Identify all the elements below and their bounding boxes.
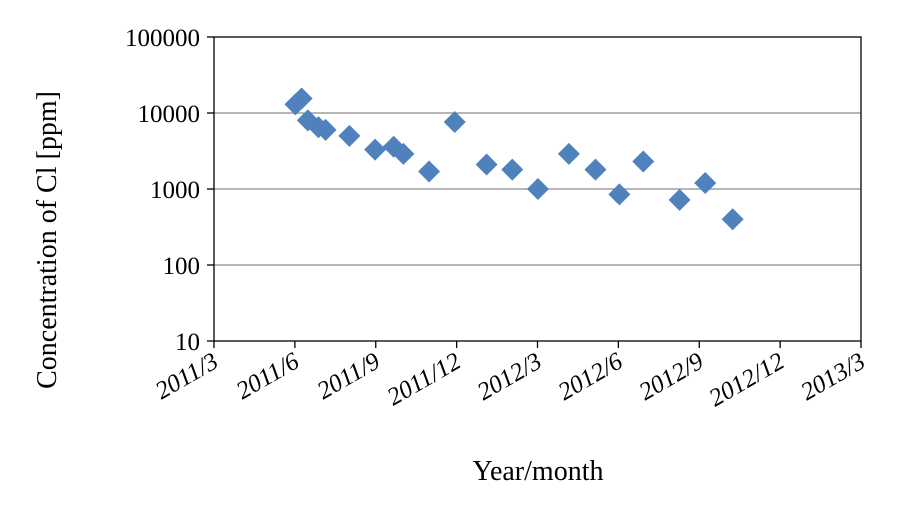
x-tick-label: 2011/3 <box>151 348 223 405</box>
y-tick-label: 100000 <box>125 25 200 52</box>
y-tick-label: 10000 <box>138 101 201 128</box>
data-point <box>668 188 691 211</box>
data-point <box>557 142 580 165</box>
data-points <box>284 87 744 231</box>
data-point <box>526 178 549 200</box>
data-point <box>721 208 744 231</box>
y-axis-ticks: 10 100 1000 10000 100000 <box>125 25 214 356</box>
data-point <box>608 183 631 206</box>
data-point <box>632 150 655 173</box>
y-tick-label: 100 <box>163 253 201 280</box>
x-tick-label: 2011/6 <box>232 348 304 405</box>
data-point <box>694 171 717 194</box>
y-axis-title: Concentration of Cl [ppm] <box>32 91 63 389</box>
data-point <box>443 111 466 134</box>
x-tick-label: 2011/12 <box>383 348 466 411</box>
x-tick-label: 2012/12 <box>705 348 789 412</box>
x-tick-label: 2012/3 <box>473 348 547 406</box>
data-point <box>475 153 498 176</box>
data-point <box>584 158 607 181</box>
data-point <box>338 124 361 147</box>
x-tick-label: 2011/9 <box>313 348 385 405</box>
y-tick-label: 10 <box>175 329 200 356</box>
data-point <box>290 87 313 110</box>
data-point <box>364 138 387 161</box>
x-tick-label: 2013/3 <box>796 348 870 406</box>
x-tick-label: 2012/9 <box>635 348 709 406</box>
data-point <box>501 158 524 181</box>
data-point <box>314 118 337 141</box>
data-point <box>418 160 441 183</box>
y-tick-label: 1000 <box>150 177 200 204</box>
x-tick-label: 2012/6 <box>554 348 628 406</box>
x-axis-title: Year/month <box>473 456 604 487</box>
data-point <box>392 142 415 165</box>
